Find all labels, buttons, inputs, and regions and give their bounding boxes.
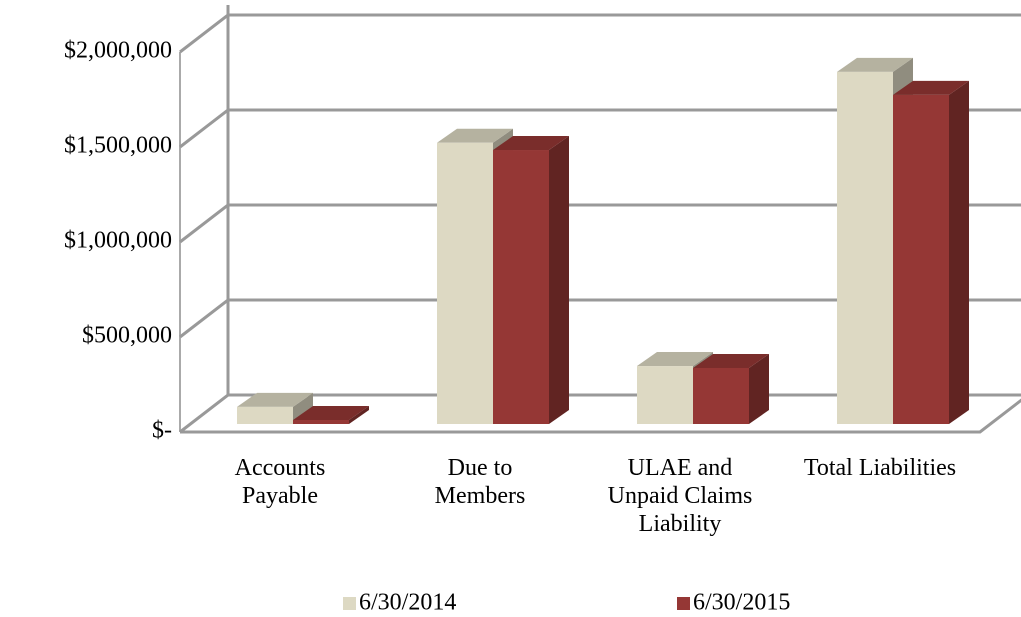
bar-face [349,406,369,424]
bar-face [549,136,569,424]
bar-face [237,406,293,424]
y-tick-label: $1,500,000 [64,133,172,159]
legend-label: 6/30/2014 [359,590,456,616]
bar-face [837,57,913,72]
bar-face [637,352,713,367]
grid-line [179,298,1021,339]
bar [893,80,969,425]
bar-face [493,136,569,151]
y-tick-label: $2,000,000 [64,38,172,64]
bar [293,406,369,424]
bar [693,353,769,424]
bar-face [237,392,313,407]
bar-face [749,353,769,424]
bar-face [693,367,749,424]
bar [237,392,313,424]
bar-face [693,353,769,368]
x-tick-label: Accounts Payable [234,455,326,509]
y-tick-label: $- [152,418,172,444]
grid-line [179,108,1021,149]
bar-face [293,392,313,424]
bar-face [637,366,693,424]
y-tick-label: $1,000,000 [64,228,172,254]
bar-face [437,128,513,143]
bar [493,136,569,424]
x-tick-label: ULAE and Unpaid Claims Liability [607,455,753,537]
grid-line [179,203,1021,244]
bar-face [493,150,549,424]
x-tick-label: Total Liabilities [803,455,957,481]
legend-swatch [343,597,356,610]
bar-face [893,94,949,425]
bar-face [837,71,893,425]
floor-edge [180,398,1021,434]
y-tick-label: $500,000 [82,323,172,349]
legend-swatch [677,597,690,610]
bar-face [893,80,969,95]
bar-face [293,406,369,421]
x-tick-label: Due to Members [434,455,526,509]
bar-face [437,142,493,425]
bar-face [949,80,969,425]
bar-face [293,420,349,424]
grid-line [179,13,1021,54]
legend-label: 6/30/2015 [693,590,790,616]
